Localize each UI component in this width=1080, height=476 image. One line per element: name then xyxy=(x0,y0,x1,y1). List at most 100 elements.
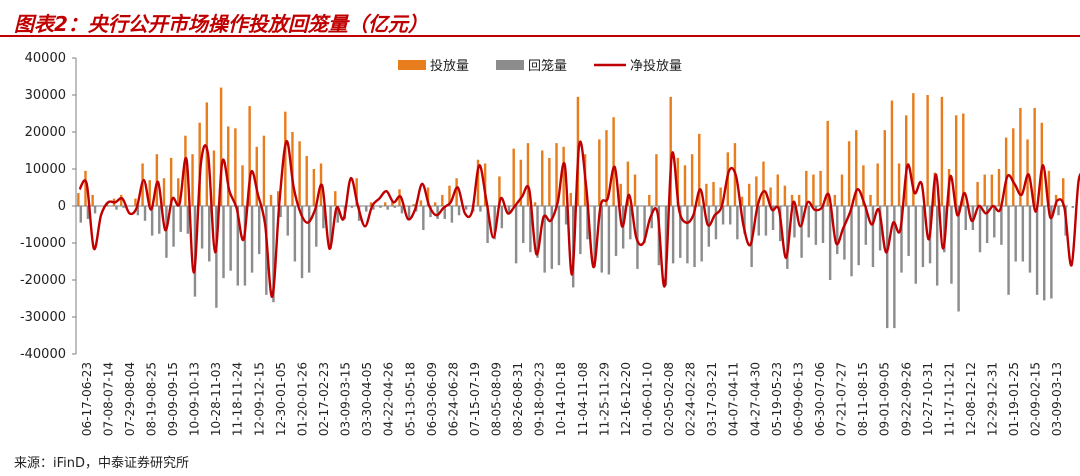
bar-withdrawal xyxy=(493,206,496,240)
bar-injection xyxy=(683,165,687,206)
bar-injection xyxy=(119,194,123,206)
bar-withdrawal xyxy=(693,206,696,268)
bar-injection xyxy=(826,120,829,206)
x-tick-label: 06-03-06-09 xyxy=(425,362,439,436)
bar-withdrawal xyxy=(393,206,397,208)
bar-withdrawal xyxy=(179,206,182,232)
bar-injection xyxy=(940,96,944,206)
bar-injection xyxy=(555,143,558,206)
bar-injection xyxy=(562,146,565,206)
x-tick-label: 02-09-02-15 xyxy=(1029,362,1043,436)
bar-injection xyxy=(840,174,844,206)
bar-withdrawal xyxy=(607,206,611,275)
bar-withdrawal xyxy=(964,206,967,231)
bar-withdrawal xyxy=(1050,206,1053,299)
bar-withdrawal xyxy=(743,206,746,234)
bar-injection xyxy=(519,159,523,206)
x-tick-label: 03-09-03-13 xyxy=(1050,362,1064,436)
bar-injection xyxy=(355,178,358,206)
bar-injection xyxy=(747,183,751,206)
bar-injection xyxy=(177,178,180,206)
bar-injection xyxy=(626,161,630,206)
bar-withdrawal xyxy=(500,206,504,229)
bar-withdrawal xyxy=(757,206,760,236)
bar-injection xyxy=(1033,107,1036,206)
bar-withdrawal xyxy=(336,206,339,223)
bar-withdrawal xyxy=(786,206,789,269)
x-tick-label: 08-05-08-09 xyxy=(490,362,504,436)
bar-withdrawal xyxy=(315,206,318,247)
bar-withdrawal xyxy=(843,206,846,260)
bar-withdrawal xyxy=(1035,206,1039,295)
bar-injection xyxy=(1012,128,1015,206)
x-tick-label: 08-19-08-25 xyxy=(145,362,159,436)
bar-withdrawal xyxy=(550,206,554,269)
bar-withdrawal xyxy=(1014,206,1017,262)
chart-area: -40000 -30000 -20000 -10000 0 10000 20000 30000… xyxy=(0,40,1080,448)
bar-injection xyxy=(762,161,765,206)
bar-withdrawal xyxy=(250,206,254,273)
bar-withdrawal xyxy=(307,206,311,273)
title-rule xyxy=(0,35,1080,37)
y-tick-label: -10000 xyxy=(20,236,66,251)
bar-withdrawal xyxy=(79,206,82,223)
bar-injection xyxy=(276,191,280,206)
bar-injection xyxy=(755,176,758,206)
x-tick-label: 04-07-04-11 xyxy=(727,362,741,436)
bar-withdrawal xyxy=(771,206,775,231)
bar-injection xyxy=(769,187,772,206)
bar-injection xyxy=(398,189,401,206)
source-note: 来源：iFinD，中泰证券研究所 xyxy=(14,456,190,471)
x-tick-label: 10-14-10-18 xyxy=(554,362,568,436)
bar-withdrawal xyxy=(514,206,518,264)
bar-withdrawal xyxy=(236,206,240,286)
bar-injection xyxy=(876,163,879,206)
y-tick-label: -20000 xyxy=(20,273,66,288)
bar-injection xyxy=(248,106,251,206)
bar-withdrawal xyxy=(386,206,389,210)
bar-withdrawal xyxy=(985,206,989,243)
bar-injection xyxy=(869,194,872,206)
bar-injection xyxy=(234,128,237,206)
bar-injection xyxy=(426,187,430,206)
bar-withdrawal xyxy=(186,206,190,234)
bar-injection xyxy=(262,135,266,206)
bar-withdrawal xyxy=(365,206,368,212)
x-tick-label: 01-20-01-26 xyxy=(295,362,309,436)
bar-injection xyxy=(719,187,722,206)
bar-withdrawal xyxy=(122,206,125,208)
y-tick-label: 0 xyxy=(58,199,66,214)
bar-injection xyxy=(476,159,480,206)
bar-injection xyxy=(134,198,137,206)
bar-injection xyxy=(819,170,822,206)
x-tick-label: 03-17-03-21 xyxy=(705,362,719,436)
x-tick-label: 04-27-04-30 xyxy=(748,362,762,436)
bar-withdrawal xyxy=(372,206,375,210)
bar-withdrawal xyxy=(914,206,917,284)
bar-injection xyxy=(904,115,908,206)
bar-withdrawal xyxy=(443,206,446,219)
bar-withdrawal xyxy=(593,206,596,268)
x-tick-label: 12-09-12-15 xyxy=(252,362,266,436)
bar-injection xyxy=(797,194,801,206)
bar-withdrawal xyxy=(679,206,682,258)
bar-withdrawal xyxy=(486,206,489,243)
bar-withdrawal xyxy=(935,206,939,286)
x-tick-label: 06-17-06-23 xyxy=(80,362,94,436)
bar-withdrawal xyxy=(543,206,546,273)
bar-injection xyxy=(384,202,387,206)
bar-withdrawal xyxy=(329,206,332,249)
bar-injection xyxy=(847,141,851,206)
x-tick-label: 03-30-04-05 xyxy=(360,362,374,436)
x-tick-label: 12-08-12-12 xyxy=(964,362,978,436)
bar-injection xyxy=(648,194,651,206)
bar-injection xyxy=(833,194,837,206)
bar-withdrawal xyxy=(300,206,304,279)
bar-withdrawal xyxy=(714,206,718,240)
bar-injection xyxy=(655,154,658,206)
bar-withdrawal xyxy=(86,206,90,219)
bar-injection xyxy=(512,148,515,206)
bar-injection xyxy=(526,143,530,206)
bar-withdrawal xyxy=(522,206,525,243)
x-tick-label: 05-13-05-18 xyxy=(403,362,417,436)
